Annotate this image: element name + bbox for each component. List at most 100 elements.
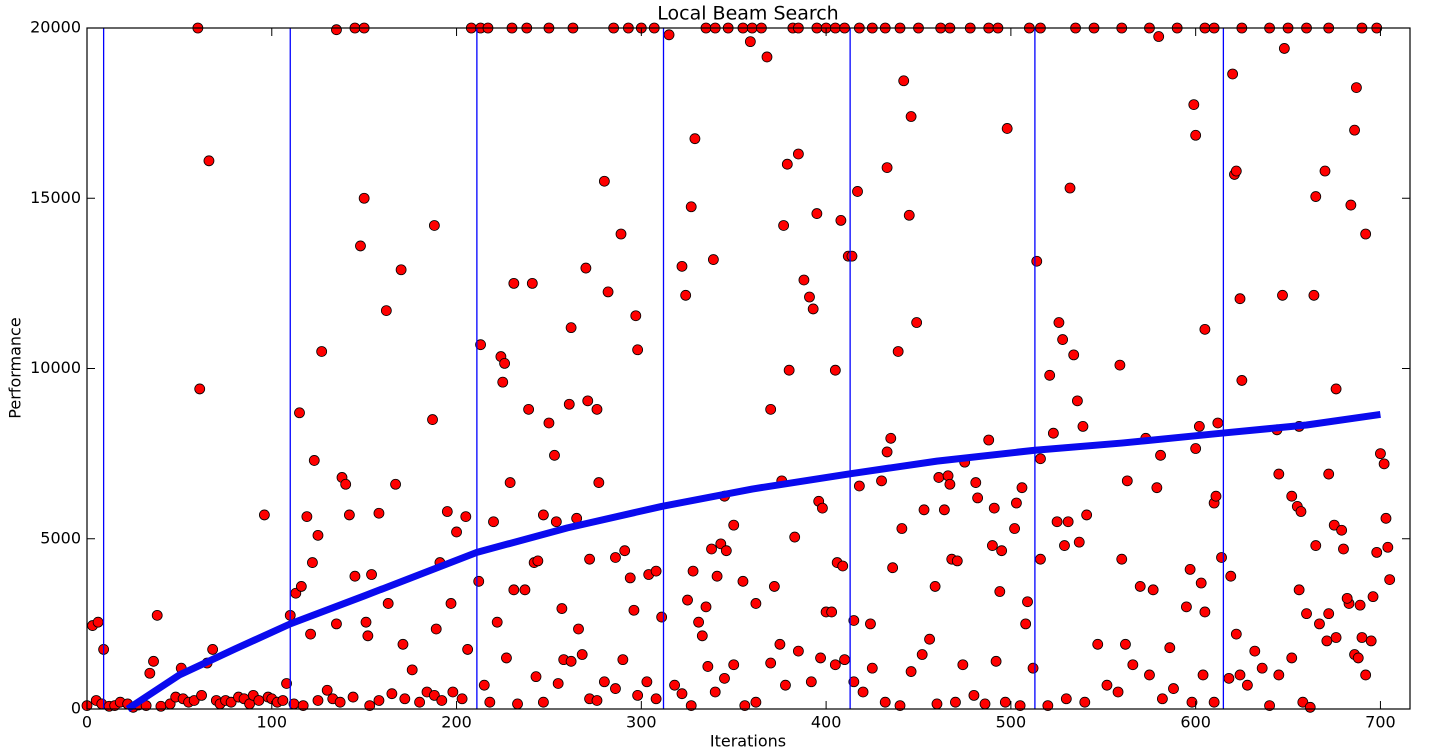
x-tick-label: 600: [1180, 713, 1211, 732]
data-point: [478, 679, 490, 691]
data-point: [720, 545, 732, 557]
data-point: [460, 511, 472, 523]
data-point: [565, 322, 577, 334]
data-point: [519, 584, 531, 596]
data-point: [903, 209, 915, 221]
data-point: [484, 696, 496, 708]
data-point: [1230, 628, 1242, 640]
data-point: [811, 208, 823, 219]
data-point: [366, 569, 377, 580]
data-point: [1051, 516, 1063, 528]
data-point: [591, 695, 603, 706]
data-point: [619, 545, 631, 557]
data-point: [593, 477, 605, 488]
data-point: [1227, 68, 1239, 80]
data-point: [857, 686, 869, 698]
data-point: [826, 606, 838, 618]
data-point: [1236, 375, 1248, 386]
data-point: [1197, 669, 1209, 681]
data-point: [1156, 693, 1168, 705]
fit-curve: [125, 411, 1381, 712]
data-point: [1121, 475, 1133, 487]
data-point: [929, 581, 941, 592]
data-point: [887, 562, 899, 574]
data-point: [702, 661, 714, 672]
data-point: [1077, 420, 1089, 432]
data-point: [950, 696, 961, 708]
data-point: [1378, 458, 1390, 470]
data-point: [1351, 82, 1362, 93]
data-point: [1035, 453, 1046, 465]
x-tick-label: 100: [257, 713, 288, 732]
data-point: [1367, 591, 1379, 603]
data-point: [1319, 165, 1331, 177]
data-point: [512, 698, 523, 710]
data-point: [1278, 43, 1290, 54]
data-point: [582, 395, 594, 407]
data-point: [968, 689, 980, 701]
data-point: [1127, 659, 1139, 671]
data-point: [462, 644, 474, 655]
data-point: [501, 652, 512, 664]
data-point: [669, 679, 680, 691]
data-point: [436, 695, 448, 706]
data-point: [610, 683, 621, 694]
data-point: [207, 644, 219, 655]
data-point: [504, 477, 516, 488]
data-point: [1064, 182, 1076, 194]
data-point: [1208, 696, 1220, 708]
data-point: [1264, 700, 1275, 711]
data-point: [297, 700, 309, 711]
data-point: [996, 545, 1008, 557]
data-point: [563, 398, 575, 410]
data-point: [680, 289, 692, 301]
data-point: [148, 655, 159, 667]
data-point: [1184, 563, 1196, 575]
data-point: [373, 695, 385, 706]
data-point: [1216, 552, 1227, 563]
data-point: [781, 158, 793, 170]
data-point: [427, 414, 438, 425]
data-point: [491, 616, 503, 628]
data-point: [696, 630, 708, 642]
data-point: [1073, 536, 1085, 548]
data-point: [1241, 679, 1253, 691]
data-point: [650, 693, 662, 705]
data-point: [1304, 701, 1316, 713]
data-point: [406, 664, 418, 676]
data-point: [707, 254, 719, 265]
data-point: [1321, 635, 1333, 647]
data-point: [445, 598, 457, 609]
data-point: [1035, 553, 1046, 565]
data-point: [1384, 574, 1396, 586]
data-point: [853, 480, 865, 492]
y-tick-label: 0: [71, 699, 81, 718]
data-point: [632, 344, 644, 356]
data-point: [373, 507, 385, 519]
x-tick-label: 700: [1365, 713, 1396, 732]
data-point: [1210, 490, 1222, 502]
data-point: [1134, 581, 1146, 592]
data-point: [682, 594, 693, 606]
data-point: [340, 478, 352, 490]
data-point: [676, 688, 688, 700]
x-tick-label: 200: [441, 713, 472, 732]
data-point: [829, 659, 841, 671]
data-point: [881, 162, 893, 174]
data-point: [1330, 632, 1342, 643]
data-point: [349, 570, 361, 582]
data-point: [1027, 662, 1039, 674]
data-point: [1360, 669, 1372, 681]
data-point: [550, 516, 562, 528]
data-point: [687, 565, 699, 577]
data-point: [933, 472, 945, 483]
data-point: [1153, 31, 1165, 42]
data-point: [1059, 540, 1070, 551]
data-point: [414, 696, 425, 708]
data-point: [1273, 468, 1285, 480]
data-point: [983, 434, 995, 446]
data-point: [203, 155, 215, 167]
data-point: [837, 560, 849, 572]
data-point: [1114, 359, 1126, 371]
data-point: [258, 509, 270, 521]
